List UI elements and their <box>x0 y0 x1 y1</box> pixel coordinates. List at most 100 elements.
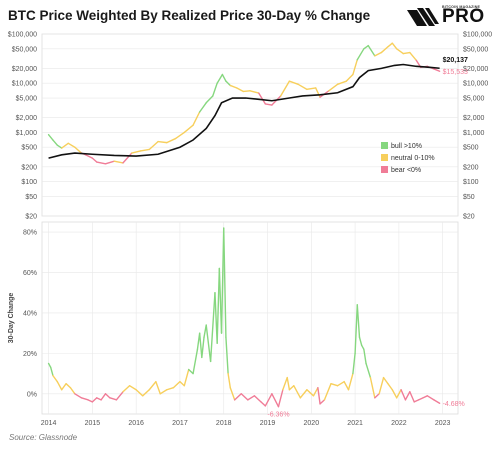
change-line-segment <box>378 376 385 395</box>
change-line-segment <box>142 389 150 397</box>
change-line-segment <box>356 304 361 338</box>
change-line-segment <box>336 380 345 387</box>
change-line-segment <box>260 401 267 407</box>
top-y-tick-label-left: $10,000 <box>12 81 37 88</box>
change-line-segment <box>253 395 262 403</box>
price-line-segment <box>433 68 441 72</box>
realized-price-label: $20,137 <box>443 57 468 64</box>
top-y-tick-label-left: $100 <box>21 179 37 186</box>
price-line-segment <box>47 133 54 141</box>
price-line-segment <box>198 102 207 113</box>
change-line-segment <box>319 399 326 405</box>
price-line-segment <box>225 80 231 87</box>
price-label: $15,533 <box>443 69 468 76</box>
chart-title: BTC Price Weighted By Realized Price 30-… <box>8 8 371 23</box>
price-line-segment <box>242 90 251 93</box>
price-line-segment <box>363 44 369 50</box>
price-line-segment <box>387 42 394 48</box>
latest-change-label: -4.68% <box>443 401 465 408</box>
x-tick-label: 2014 <box>41 420 57 427</box>
top-y-tick-label-right: $200 <box>463 164 479 171</box>
top-y-tick-label-right: $100,000 <box>463 32 492 39</box>
price-line-segment <box>166 137 177 144</box>
top-y-tick-label-left: $100,000 <box>8 32 37 39</box>
change-line-segment <box>358 336 363 346</box>
legend-label: bear <0% <box>391 167 421 174</box>
change-line-segment <box>360 344 365 351</box>
change-line-segment <box>233 393 242 401</box>
change-line-segment <box>363 348 367 365</box>
change-line-segment <box>198 332 203 359</box>
price-line-segment <box>216 73 224 84</box>
change-line-segment <box>128 385 137 391</box>
source-note: Source: Glassnode <box>9 433 78 442</box>
change-line-segment <box>52 374 59 383</box>
change-line-segment <box>74 393 83 399</box>
change-line-segment <box>100 393 107 401</box>
change-line-segment <box>225 336 229 375</box>
price-line-segment <box>113 160 124 164</box>
change-line-segment <box>109 397 118 401</box>
price-line-segment <box>409 51 418 62</box>
top-y-tick-label-right: $10,000 <box>463 81 488 88</box>
top-y-tick-label-right: $100 <box>463 179 479 186</box>
price-line-segment <box>131 150 142 154</box>
price-line-segment <box>297 83 308 91</box>
price-line-segment <box>279 80 291 97</box>
price-line-segment <box>139 148 150 152</box>
price-line-segment <box>352 59 358 76</box>
change-line-segment <box>277 389 284 408</box>
change-line-segment <box>227 372 231 389</box>
top-y-tick-label-left: $200 <box>21 164 37 171</box>
change-line-segment <box>374 393 380 399</box>
change-line-segment <box>216 267 221 344</box>
change-line-segment <box>288 385 295 391</box>
price-line-segment <box>205 95 214 104</box>
price-line-segment <box>52 139 59 146</box>
price-line-segment <box>148 140 159 151</box>
price-line-segment <box>96 161 107 165</box>
top-y-tick-label-right: $5,000 <box>463 96 485 103</box>
top-y-tick-label-right: $2,000 <box>463 115 485 122</box>
change-line-segment <box>209 292 216 363</box>
top-y-tick-label-right: $20 <box>463 214 475 221</box>
price-line-segment <box>56 144 63 149</box>
bottom-y-tick-label: 80% <box>23 230 37 237</box>
change-line-segment <box>352 352 356 375</box>
top-panel-frame <box>41 33 459 217</box>
change-line-segment <box>223 227 227 338</box>
change-line-segment <box>135 389 144 397</box>
change-line-segment <box>365 362 372 379</box>
x-tick-label: 2015 <box>85 420 101 427</box>
bottom-y-tick-label: 40% <box>23 310 37 317</box>
price-line-segment <box>356 48 365 61</box>
change-line-segment <box>400 389 407 401</box>
change-line-segment <box>299 389 308 399</box>
price-line-segment <box>306 87 317 91</box>
change-line-segment <box>347 372 354 391</box>
change-line-segment <box>172 380 181 389</box>
change-line-segment <box>293 385 302 399</box>
legend-swatch <box>381 154 388 161</box>
change-line-segment <box>286 376 291 391</box>
price-line-segment <box>374 51 383 57</box>
change-line-segment <box>354 304 358 355</box>
change-line-segment <box>80 397 89 401</box>
price-line-segment <box>221 73 227 82</box>
change-line-segment <box>409 391 415 403</box>
legend-label: bull >10% <box>391 143 422 150</box>
change-line-segment <box>61 382 67 391</box>
change-line-segment <box>413 399 420 403</box>
change-line-segment <box>382 376 389 385</box>
x-tick-label: 2016 <box>128 420 144 427</box>
change-line-segment <box>417 397 424 401</box>
top-y-tick-label-right: $20,000 <box>463 66 488 73</box>
top-y-tick-label-right: $500 <box>463 145 479 152</box>
change-line-segment <box>369 376 376 399</box>
price-line-segment <box>61 142 69 149</box>
legend-swatch <box>381 166 388 173</box>
change-line-segment <box>323 382 332 401</box>
price-line-segment <box>288 80 299 85</box>
change-line-segment <box>192 348 199 375</box>
